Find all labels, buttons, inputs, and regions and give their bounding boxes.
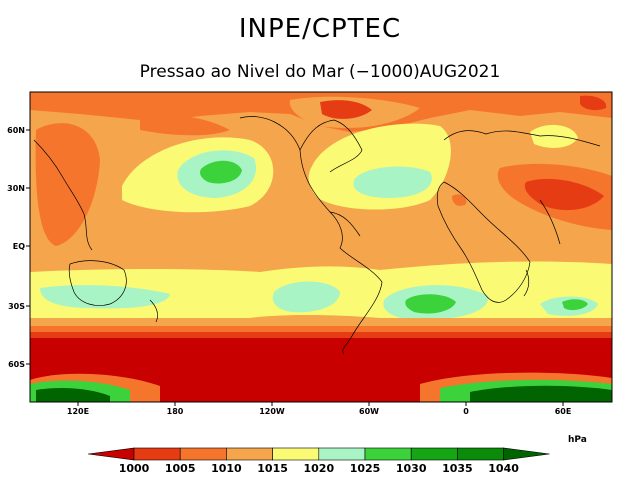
latitude-axis: 60N 30N EQ 30S 60S — [7, 126, 30, 369]
lon-label-180: 180 — [167, 407, 184, 416]
pressure-zone-1005 — [30, 332, 612, 338]
lat-label-30s: 30S — [8, 302, 25, 311]
colorbar-cell — [226, 447, 273, 461]
colorbar-level-label: 1035 — [442, 462, 473, 475]
map-subtitle: Pressao ao Nivel do Mar (−1000)AUG2021 — [139, 62, 501, 82]
lon-label-60e: 60E — [555, 407, 572, 416]
lat-label-30n: 30N — [7, 184, 25, 193]
longitude-axis: 120E 180 120W 60W 0 60E — [67, 402, 571, 416]
map-frame — [29, 91, 613, 403]
colorbar-level-label: 1020 — [303, 462, 334, 475]
lat-label-60n: 60N — [7, 126, 25, 135]
colorbar-level-label: 1000 — [119, 462, 150, 475]
pressure-zone-1010 — [35, 123, 101, 246]
colorbar-cell — [457, 447, 504, 461]
lon-label-120e: 120E — [67, 407, 89, 416]
antarctic-high-west-center — [36, 388, 110, 402]
pressure-zone-1005 — [524, 178, 604, 211]
pressure-zone-1015 — [30, 318, 612, 326]
colorbar-level-label: 1015 — [257, 462, 288, 475]
colorbar-unit: hPa — [568, 435, 587, 445]
pressure-zone-1030 — [405, 294, 456, 314]
pressure-zone-1010 — [30, 326, 612, 332]
colorbar-cell — [133, 447, 181, 461]
colorbar-cell — [318, 447, 366, 461]
pressure-zone-1020 — [530, 124, 578, 148]
pressure-zone-1010 — [452, 194, 467, 206]
map-title: INPE/CPTEC — [238, 14, 402, 44]
colorbar-cell — [410, 447, 458, 461]
pressure-zone-1025 — [272, 281, 340, 313]
colorbar-level-label: 1025 — [350, 462, 381, 475]
pressure-zone-1010 — [140, 115, 230, 136]
pressure-zone-1005 — [320, 100, 372, 119]
lat-label-eq: EQ — [13, 242, 25, 251]
colorbar-cell — [503, 447, 550, 461]
lat-label-60s: 60S — [8, 360, 25, 369]
pressure-zone-1030 — [562, 299, 588, 311]
colorbar: hPa 1000 1005 1010 1015 1020 1025 1030 1035 1040 — [87, 435, 587, 475]
colorbar-level-label: 1040 — [488, 462, 519, 475]
pressure-field — [30, 92, 612, 402]
pressure-zone-1025 — [353, 166, 432, 198]
lon-label-60w: 60W — [359, 407, 379, 416]
pressure-zone-1025 — [40, 285, 170, 309]
colorbar-level-label: 1030 — [396, 462, 427, 475]
colorbar-cell — [364, 447, 412, 461]
colorbar-level-label: 1005 — [165, 462, 196, 475]
pressure-zone-1030 — [200, 160, 242, 184]
coastlines — [33, 116, 601, 355]
lon-label-0: 0 — [463, 407, 469, 416]
pressure-zone-1005 — [580, 95, 607, 111]
lon-label-120w: 120W — [259, 407, 285, 416]
colorbar-level-label: 1010 — [211, 462, 242, 475]
colorbar-cell — [272, 447, 320, 461]
antarctic-high-east-center — [470, 385, 612, 402]
colorbar-cell — [179, 447, 227, 461]
colorbar-cell — [87, 447, 135, 461]
